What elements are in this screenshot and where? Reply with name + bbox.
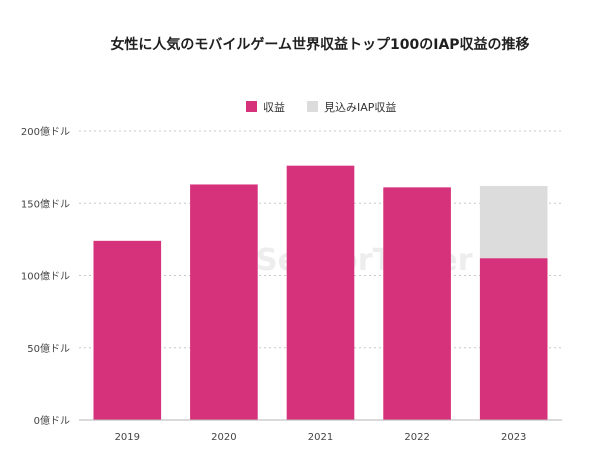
y-tick-label: 150億ドル	[21, 197, 70, 210]
bar-2021-series-0	[286, 165, 355, 420]
y-tick-label: 100億ドル	[21, 270, 70, 283]
bar-2020-series-0	[190, 184, 258, 420]
x-tick-label: 2019	[115, 432, 140, 443]
bars	[93, 165, 548, 420]
legend: 収益 見込みIAP収益	[246, 100, 396, 114]
y-tick-label: 50億ドル	[27, 342, 70, 355]
y-tick-label: 200億ドル	[21, 125, 70, 138]
x-tick-label: 2022	[404, 432, 429, 443]
bar-2019-series-0	[93, 240, 162, 420]
bar-2022-series-0	[383, 187, 451, 420]
chart-title: 女性に人気のモバイルゲーム世界収益トップ100のIAP収益の推移	[110, 36, 529, 53]
x-tick-label: 2023	[501, 432, 526, 443]
bar-2023-series-1	[479, 185, 548, 259]
legend-swatch-0	[246, 101, 257, 112]
x-tick-label: 2021	[308, 432, 333, 443]
legend-swatch-1	[307, 101, 318, 112]
legend-label-0: 収益	[263, 100, 285, 114]
x-axis-ticks: 2019 2020 2021 2022 2023	[115, 432, 527, 443]
bar-2023-series-0	[479, 258, 548, 420]
y-axis-ticks: 0億ドル 50億ドル 100億ドル 150億ドル 200億ドル	[21, 125, 70, 427]
x-tick-label: 2020	[211, 432, 236, 443]
y-tick-label: 0億ドル	[34, 414, 70, 427]
legend-label-1: 見込みIAP収益	[324, 100, 396, 114]
